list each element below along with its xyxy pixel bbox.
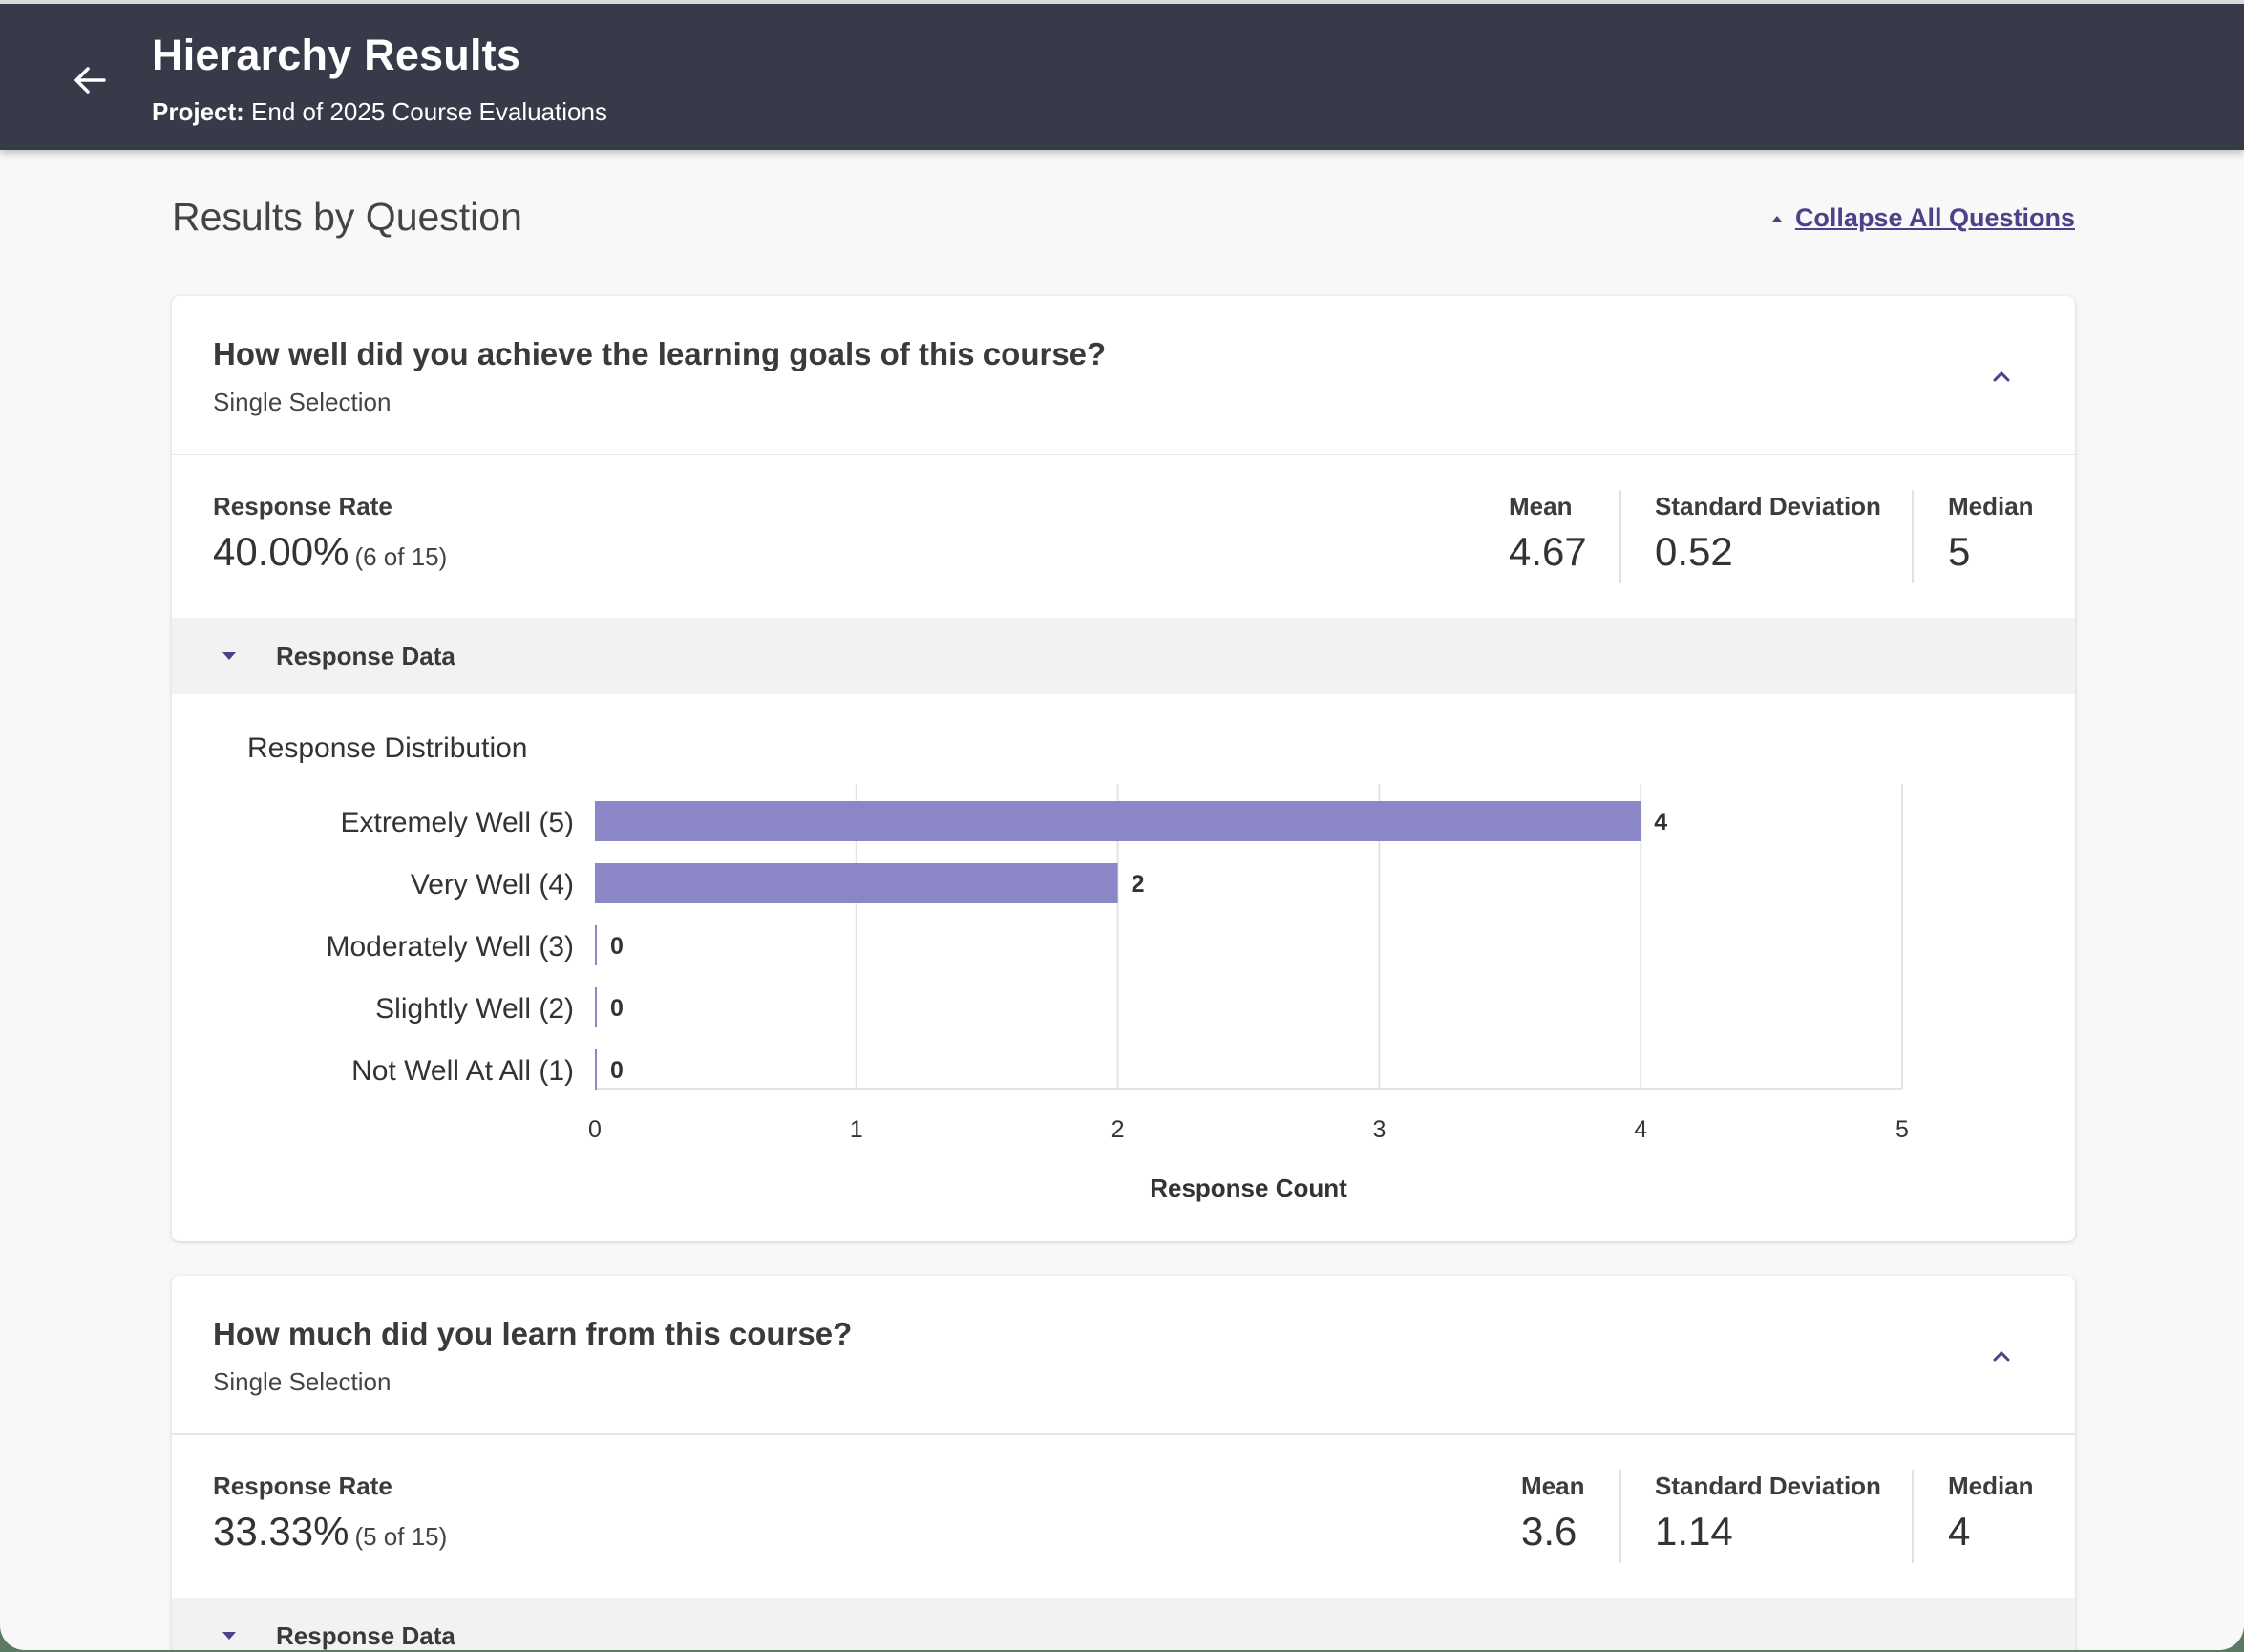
category-label: Moderately Well (3) <box>326 931 574 963</box>
median-label: Median <box>1948 492 2034 520</box>
question-stats: Response Rate 33.33% (5 of 15) Mean 3.6 S… <box>172 1435 2075 1598</box>
category-label: Extremely Well (5) <box>341 807 574 838</box>
response-distribution-chart: Response Distribution Extremely Well (5)… <box>172 694 2075 1239</box>
bar <box>595 863 1118 903</box>
mean-stat: Mean 3.6 <box>1521 1472 1584 1555</box>
category-label: Not Well At All (1) <box>351 1055 574 1087</box>
tick-label: 1 <box>850 1116 863 1143</box>
sd-value: 0.52 <box>1655 529 1733 574</box>
section-title: Results by Question <box>172 195 522 239</box>
bar <box>595 925 597 965</box>
tick-label: 2 <box>1111 1116 1125 1143</box>
chevron-up-icon <box>1993 371 2010 382</box>
page-title: Hierarchy Results <box>152 31 521 79</box>
data-label: 2 <box>1132 871 1145 898</box>
triangle-down-icon <box>222 1632 236 1640</box>
project-subtitle: Project: End of 2025 Course Evaluations <box>152 97 607 127</box>
mean-label: Mean <box>1509 492 1573 520</box>
triangle-down-icon <box>222 652 236 660</box>
bar-chart: Extremely Well (5) 4 Very Well (4) 2 Moderat… <box>326 784 1909 1202</box>
back-button[interactable] <box>69 59 111 101</box>
sd-label: Standard Deviation <box>1655 492 1881 520</box>
response-data-label: Response Data <box>276 641 455 670</box>
response-fraction: (6 of 15) <box>354 542 448 571</box>
sd-stat: Standard Deviation 1.14 <box>1655 1472 1881 1555</box>
bar <box>595 801 1641 841</box>
mean-label: Mean <box>1521 1472 1585 1500</box>
data-label: 0 <box>610 933 624 960</box>
bar <box>595 1049 597 1090</box>
collapse-all-label: Collapse All Questions <box>1794 203 2075 232</box>
tick-label: 3 <box>1372 1116 1386 1143</box>
median-label: Median <box>1948 1472 2034 1500</box>
mean-value: 3.6 <box>1521 1509 1577 1554</box>
question-title: How much did you learn from this course? <box>213 1316 853 1351</box>
question-header[interactable]: How much did you learn from this course?… <box>172 1276 2075 1435</box>
data-label: 4 <box>1654 809 1667 836</box>
response-data-label: Response Data <box>276 1620 455 1650</box>
sd-value: 1.14 <box>1655 1509 1733 1554</box>
question-title: How well did you achieve the learning go… <box>213 336 1107 371</box>
response-data-toggle[interactable]: Response Data <box>172 618 2075 694</box>
response-rate-value: 40.00% <box>213 529 349 574</box>
triangle-up-icon <box>1771 215 1782 222</box>
collapse-question-button[interactable] <box>1988 1343 2015 1369</box>
response-rate-label: Response Rate <box>213 1472 392 1500</box>
response-data-toggle[interactable]: Response Data <box>172 1598 2075 1650</box>
median-stat: Median 4 <box>1948 1472 2034 1555</box>
data-label: 0 <box>610 1057 624 1084</box>
median-value: 5 <box>1948 529 1971 574</box>
sd-stat: Standard Deviation 0.52 <box>1655 492 1881 575</box>
sd-label: Standard Deviation <box>1655 1472 1881 1500</box>
collapse-all-button[interactable]: Collapse All Questions <box>1771 203 2075 233</box>
chart-title: Response Distribution <box>247 732 528 764</box>
stat-divider <box>1619 490 1621 583</box>
arrow-left-icon <box>74 67 106 94</box>
stat-divider <box>1912 490 1914 583</box>
data-label: 0 <box>610 995 624 1022</box>
category-label: Very Well (4) <box>411 869 574 900</box>
project-label: Project: <box>152 97 244 126</box>
response-rate-label: Response Rate <box>213 492 392 520</box>
median-stat: Median 5 <box>1948 492 2034 575</box>
category-label: Slightly Well (2) <box>375 993 574 1025</box>
question-card: How much did you learn from this course?… <box>172 1276 2075 1650</box>
question-stats: Response Rate 40.00% (6 of 15) Mean 4.67 … <box>172 455 2075 618</box>
stat-divider <box>1619 1470 1621 1563</box>
tick-label: 0 <box>588 1116 602 1143</box>
question-header[interactable]: How well did you achieve the learning go… <box>172 296 2075 455</box>
response-rate: Response Rate 40.00% (6 of 15) <box>213 492 447 575</box>
tick-label: 5 <box>1895 1116 1909 1143</box>
chevron-up-icon <box>1993 1350 2010 1362</box>
median-value: 4 <box>1948 1509 1971 1554</box>
response-fraction: (5 of 15) <box>354 1522 448 1551</box>
bar <box>595 987 597 1027</box>
page-header: Hierarchy Results Project: End of 2025 C… <box>0 4 2244 150</box>
mean-value: 4.67 <box>1509 529 1587 574</box>
project-name: End of 2025 Course Evaluations <box>251 97 607 126</box>
mean-stat: Mean 4.67 <box>1509 492 1587 575</box>
question-card: How well did you achieve the learning go… <box>172 296 2075 1241</box>
stat-divider <box>1912 1470 1914 1563</box>
response-rate: Response Rate 33.33% (5 of 15) <box>213 1472 447 1555</box>
collapse-question-button[interactable] <box>1988 363 2015 390</box>
question-type: Single Selection <box>213 388 392 416</box>
question-type: Single Selection <box>213 1367 392 1396</box>
tick-label: 4 <box>1634 1116 1647 1143</box>
x-axis-label: Response Count <box>1150 1174 1347 1202</box>
response-rate-value: 33.33% <box>213 1509 349 1554</box>
